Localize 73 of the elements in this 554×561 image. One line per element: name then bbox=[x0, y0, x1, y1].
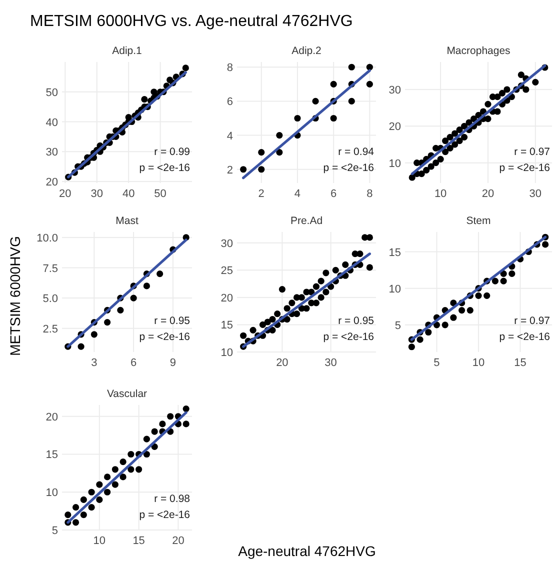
x-tick-label: 10 bbox=[93, 535, 106, 547]
y-tick-label: 2 bbox=[226, 164, 233, 176]
chart-title: Adip.2 bbox=[292, 45, 322, 57]
y-tick-label: 5 bbox=[394, 320, 401, 332]
text: METSIM 6000HVG bbox=[7, 236, 23, 356]
chart-title: Pre.Ad bbox=[290, 215, 323, 227]
y-tick-label: 5 bbox=[52, 525, 58, 537]
y-tick-label: 10 bbox=[388, 158, 401, 170]
x-tick-label: 15 bbox=[132, 535, 145, 547]
annotation: r = 0.99 bbox=[154, 146, 190, 158]
y-tick-label: 30 bbox=[220, 238, 233, 250]
x-tick-label: 5 bbox=[434, 357, 440, 369]
x-tick-label: 20 bbox=[172, 535, 184, 547]
x-tick-label: 6 bbox=[330, 188, 337, 200]
annotation: p = <2e-16 bbox=[139, 162, 190, 174]
y-tick-label: 4 bbox=[226, 130, 233, 142]
y-tick-label: 10.0 bbox=[36, 232, 58, 244]
x-tick-label: 8 bbox=[366, 188, 373, 200]
chart-title: Macrophages bbox=[446, 45, 510, 57]
annotation: p = <2e-16 bbox=[499, 331, 550, 343]
y-tick-label: 6 bbox=[226, 96, 233, 108]
chart-title: Stem bbox=[466, 215, 491, 227]
y-tick-label: 20 bbox=[388, 121, 401, 134]
annotation: r = 0.95 bbox=[154, 315, 190, 327]
annotation: r = 0.94 bbox=[338, 146, 374, 158]
x-tick-label: 40 bbox=[122, 188, 135, 200]
chart-title: Vascular bbox=[106, 388, 148, 400]
x-tick-label: 30 bbox=[90, 188, 104, 200]
y-tick-label: 15 bbox=[46, 449, 58, 462]
y-tick-label: 10 bbox=[220, 347, 233, 359]
x-tick-label: 4 bbox=[294, 188, 301, 200]
annotation: r = 0.95 bbox=[338, 315, 374, 327]
y-tick-label: 50 bbox=[46, 86, 58, 99]
y-tick-label: 10 bbox=[388, 283, 401, 296]
annotation: r = 0.97 bbox=[514, 315, 550, 327]
y-tick-label: 40 bbox=[46, 116, 58, 129]
chart-title: Mast bbox=[116, 215, 138, 227]
x-tick-label: 20 bbox=[276, 357, 288, 369]
y-tick-label: 8 bbox=[226, 62, 233, 74]
x-tick-label: 9 bbox=[170, 357, 176, 369]
annotation: p = <2e-16 bbox=[499, 162, 550, 174]
x-tick-label: 10 bbox=[472, 357, 485, 369]
y-tick-label: 15 bbox=[220, 320, 233, 332]
y-tick-label: 30 bbox=[388, 84, 401, 96]
x-tick-label: 50 bbox=[154, 188, 166, 200]
x-tick-label: 15 bbox=[514, 357, 526, 369]
y-tick-label: 10 bbox=[46, 487, 58, 500]
x-tick-label: 3 bbox=[91, 357, 98, 369]
x-tick-label: 20 bbox=[59, 188, 72, 200]
y-tick-label: 25 bbox=[220, 265, 233, 278]
annotation: p = <2e-16 bbox=[139, 331, 190, 343]
y-tick-label: 7.5 bbox=[42, 262, 58, 275]
x-tick-label: 30 bbox=[529, 188, 542, 200]
annotation: r = 0.97 bbox=[514, 146, 550, 158]
y-tick-label: 20 bbox=[220, 292, 233, 304]
x-tick-label: 20 bbox=[482, 188, 494, 200]
x-tick-label: 6 bbox=[130, 357, 137, 369]
y-tick-label: 20 bbox=[46, 411, 58, 424]
annotation: r = 0.98 bbox=[154, 493, 190, 505]
y-tick-label: 30 bbox=[46, 146, 58, 159]
text: Age-neutral 4762HVG bbox=[238, 543, 376, 559]
y-tick-label: 5.0 bbox=[42, 293, 58, 306]
text: METSIM 6000HVG vs. Age-neutral 4762HVG bbox=[30, 13, 353, 30]
x-tick-label: 2 bbox=[258, 188, 264, 200]
annotation: p = <2e-16 bbox=[139, 509, 190, 521]
x-tick-label: 10 bbox=[434, 188, 447, 200]
y-tick-label: 2.5 bbox=[42, 323, 58, 336]
x-tick-label: 30 bbox=[324, 357, 337, 369]
chart-title: Adip.1 bbox=[112, 45, 142, 57]
y-tick-label: 15 bbox=[388, 246, 401, 259]
annotation: p = <2e-16 bbox=[323, 331, 374, 343]
annotation: p = <2e-16 bbox=[323, 162, 374, 174]
y-tick-label: 20 bbox=[46, 176, 58, 189]
